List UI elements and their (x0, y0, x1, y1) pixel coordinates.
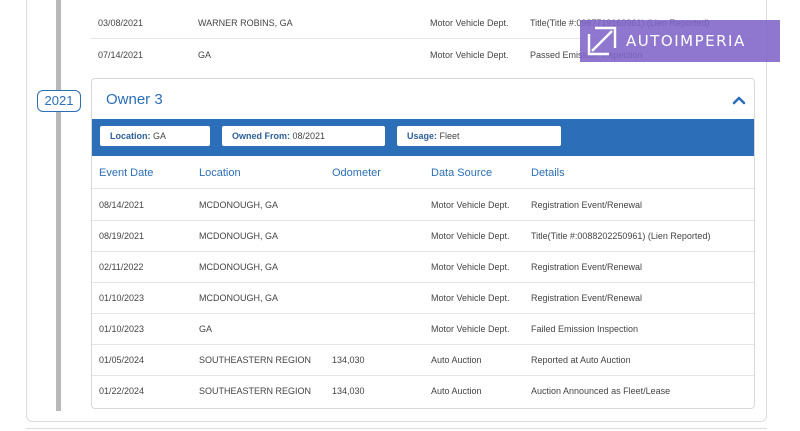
table-row: 01/05/2024 SOUTHEASTERN REGION 134,030 A… (92, 345, 754, 376)
event-source: Motor Vehicle Dept. (431, 231, 510, 241)
event-details: Reported at Auto Auction (531, 355, 631, 365)
event-date: 01/05/2024 (99, 355, 145, 365)
autoimperia-watermark: AUTOIMPERIA (580, 20, 780, 62)
owner-title: Owner 3 (106, 91, 163, 108)
event-location: MCDONOUGH, GA (199, 262, 279, 272)
event-details: Failed Emission Inspection (531, 324, 639, 334)
table-row: 01/10/2023 MCDONOUGH, GA Motor Vehicle D… (92, 283, 754, 314)
location-pill: Location: GA (100, 126, 210, 146)
event-details: Registration Event/Renewal (531, 200, 643, 210)
event-date: 01/10/2023 (99, 324, 145, 334)
column-header-odometer: Odometer (332, 167, 381, 179)
event-date: 02/11/2022 (99, 262, 144, 272)
event-date: 01/10/2023 (99, 293, 145, 303)
event-odometer: 134,030 (332, 355, 365, 365)
event-source: Motor Vehicle Dept. (430, 50, 509, 60)
event-date: 07/14/2021 (98, 50, 144, 60)
owned-from-pill: Owned From: 08/2021 (222, 126, 385, 146)
event-details: Registration Event/Renewal (531, 293, 643, 303)
event-details: Title(Title #:0088202250961) (Lien Repor… (531, 231, 711, 241)
event-location: MCDONOUGH, GA (199, 231, 279, 241)
column-header-location: Location (199, 167, 241, 179)
usage-label: Usage: (407, 131, 438, 141)
event-source: Motor Vehicle Dept. (431, 200, 510, 210)
owned-from-value: 08/2021 (292, 131, 326, 141)
usage-pill: Usage: Fleet (397, 126, 561, 146)
table-header: Event Date Location Odometer Data Source… (92, 157, 754, 189)
column-header-data-source: Data Source (431, 167, 493, 179)
usage-value: Fleet (439, 131, 460, 141)
next-section-edge (26, 428, 767, 431)
column-header-event-date: Event Date (99, 167, 154, 179)
event-source: Motor Vehicle Dept. (431, 293, 510, 303)
event-location: WARNER ROBINS, GA (198, 18, 293, 28)
event-source: Motor Vehicle Dept. (430, 18, 509, 28)
table-row: 01/10/2023 GA Motor Vehicle Dept. Failed… (92, 314, 754, 345)
event-odometer: 134,030 (332, 386, 365, 396)
column-header-details: Details (531, 167, 565, 179)
event-date: 08/14/2021 (99, 200, 145, 210)
owner-card: Owner 3 Location: GA Owned From: 08/2021… (91, 78, 755, 409)
event-location: MCDONOUGH, GA (199, 293, 279, 303)
event-location: GA (198, 50, 212, 60)
event-source: Motor Vehicle Dept. (431, 324, 510, 334)
owner-info-bar: Location: GA Owned From: 08/2021 Usage: … (92, 119, 754, 156)
event-details: Registration Event/Renewal (531, 262, 643, 272)
chevron-up-icon[interactable] (732, 93, 746, 107)
event-source: Auto Auction (431, 386, 482, 396)
event-details: Auction Announced as Fleet/Lease (531, 386, 671, 396)
event-location: MCDONOUGH, GA (199, 200, 279, 210)
event-location: GA (199, 324, 213, 334)
event-source: Motor Vehicle Dept. (431, 262, 510, 272)
table-row: 08/14/2021 MCDONOUGH, GA Motor Vehicle D… (92, 190, 754, 221)
event-location: SOUTHEASTERN REGION (199, 386, 312, 396)
year-badge: 2021 (37, 90, 81, 112)
event-date: 03/08/2021 (98, 18, 144, 28)
event-source: Auto Auction (431, 355, 482, 365)
autoimperia-logo-icon (587, 26, 617, 56)
location-value: GA (153, 131, 167, 141)
owned-from-label: Owned From: (232, 131, 290, 141)
timeline-line (56, 0, 61, 411)
watermark-text: AUTOIMPERIA (626, 32, 746, 50)
table-row: 01/22/2024 SOUTHEASTERN REGION 134,030 A… (92, 376, 754, 407)
event-location: SOUTHEASTERN REGION (199, 355, 312, 365)
location-label: Location: (110, 131, 151, 141)
table-row: 02/11/2022 MCDONOUGH, GA Motor Vehicle D… (92, 252, 754, 283)
table-row: 08/19/2021 MCDONOUGH, GA Motor Vehicle D… (92, 221, 754, 252)
event-date: 01/22/2024 (99, 386, 145, 396)
event-date: 08/19/2021 (99, 231, 145, 241)
